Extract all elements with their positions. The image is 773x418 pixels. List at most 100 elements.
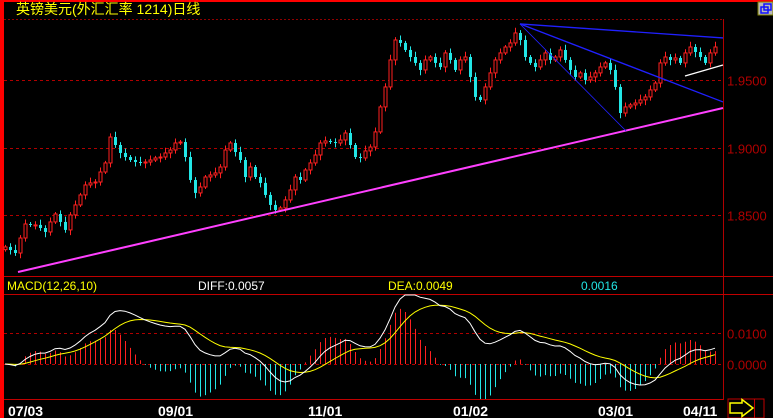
candle-body [623,106,628,114]
candle-body [114,137,117,146]
left-border [0,0,4,418]
price-tick-label: 1.9500 [727,74,767,89]
candle-body [318,142,323,156]
candle-body [373,131,378,148]
candle-body [203,176,208,188]
candle-body [419,62,422,70]
macd-tick-label: 0.0000 [727,358,767,373]
candle-body [609,62,612,70]
diff-line [4,294,716,386]
top-border [0,0,773,2]
chart-title: 英镑美元(外汇汇率 1214)日线 [16,1,200,17]
candle-body [248,166,253,178]
candle-body [278,207,283,211]
candle-body [173,142,178,151]
candle-body [378,106,383,133]
candle-body [18,237,23,254]
candle-body [383,86,388,108]
candle-body [343,132,348,141]
candle-body [124,152,127,158]
candle-body [283,199,288,209]
candle-body [359,157,362,159]
candle-body [529,56,532,63]
candle-body [578,72,583,78]
candle-body [399,39,402,43]
candle-body [669,56,672,60]
candle-body [458,59,463,71]
price-grid: 1.9500 1.9000 1.8500 [4,74,767,224]
candle-body [198,186,203,194]
candle-body [288,189,293,201]
candle-body [534,62,537,67]
arrow-right-icon[interactable] [727,397,765,418]
trendline-support [17,107,724,274]
candle-body [603,62,608,68]
candle-body [9,246,12,251]
candle-body [299,176,302,180]
candle-body [259,176,262,183]
candle-body [463,56,468,61]
candle-body [658,62,663,84]
candle-body [479,96,482,100]
macd-tick-label: 0.0100 [727,327,767,342]
candle-body [363,150,368,159]
macd-value: 0.0016 [581,279,618,293]
candle-body [48,221,53,233]
price-tick-label: 1.9000 [727,142,767,157]
candle-body [158,156,163,159]
candle-body [558,49,563,58]
trendlines [17,23,724,274]
candle-body [569,59,572,70]
candle-body [234,142,237,153]
candle-body [244,159,247,177]
trendline-resistance-lower [519,23,724,103]
candle-body [498,52,503,61]
candle-body [274,204,277,210]
date-tick-label: 01/02 [453,403,488,418]
candle-body [208,174,213,178]
trendline-resistance-upper [519,23,724,39]
candle-body [78,194,83,206]
candle-body [139,162,142,164]
candle-body [593,72,598,78]
date-axis: 07/03 09/01 11/01 01/02 03/01 04/11 [8,403,717,418]
dea-line [4,304,716,379]
candle-body [68,214,73,231]
candle-body [93,181,98,184]
candle-body [483,86,488,101]
candle-body [59,213,62,222]
candle-body [688,46,693,54]
candle-body [313,154,318,164]
candle-body [404,42,407,50]
candle-body [638,99,643,104]
candle-body [98,171,103,183]
candle-body [143,161,148,164]
candle-body [119,145,122,153]
candle-body [584,72,587,80]
dea-value: DEA:0.0049 [388,279,453,293]
candle-body [699,51,702,57]
macd-histogram [10,308,716,399]
candle-body [538,59,543,68]
candle-body [663,56,668,64]
trendline-fan-line [519,23,627,132]
candle-body [673,57,678,61]
restore-window-icon[interactable] [757,1,773,16]
candle-body [303,169,308,181]
candle-body [549,52,552,60]
candle-body [633,102,638,106]
diff-value: DIFF:0.0057 [198,279,265,293]
candle-body [449,52,452,60]
candle-body [628,104,633,108]
candle-body [64,221,67,230]
candle-body [134,159,137,163]
candle-body [588,76,593,81]
candle-body [619,86,622,114]
candle-body [708,52,713,64]
candle-body [428,56,433,61]
candle-body [178,141,183,144]
candle-body [14,250,17,253]
candle-body [29,223,32,225]
candle-body [414,56,417,63]
